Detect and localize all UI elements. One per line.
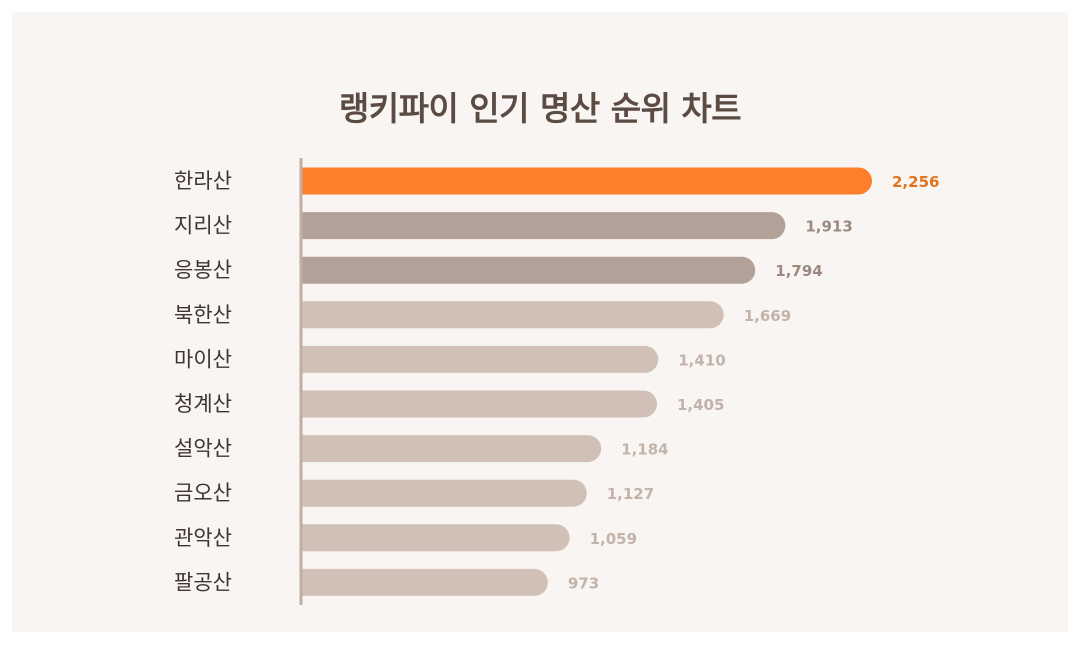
category-label: 설악산 <box>174 437 232 461</box>
value-label: 2,256 <box>892 173 939 191</box>
value-label: 1,127 <box>607 485 654 503</box>
bar-한라산 <box>302 167 872 195</box>
value-label: 1,059 <box>590 530 637 548</box>
chart-title: 랭키파이 인기 명산 순위 차트 <box>338 89 742 128</box>
category-label: 금오산 <box>174 481 232 505</box>
bar-북한산 <box>302 301 724 329</box>
bar-관악산 <box>302 524 570 552</box>
category-label: 마이산 <box>174 347 232 371</box>
value-label: 973 <box>568 574 599 592</box>
bar-지리산 <box>302 212 786 240</box>
value-label: 1,794 <box>775 262 822 280</box>
category-label: 팔공산 <box>174 570 232 594</box>
value-label: 1,410 <box>678 351 725 369</box>
value-label: 1,913 <box>805 218 852 236</box>
bar-마이산 <box>302 345 659 373</box>
category-label: 청계산 <box>174 392 232 416</box>
bar-설악산 <box>302 435 602 463</box>
value-label: 1,184 <box>621 441 668 459</box>
category-label: 지리산 <box>174 214 232 238</box>
value-label: 1,405 <box>677 396 724 414</box>
bar-금오산 <box>302 479 587 507</box>
category-label: 관악산 <box>174 526 232 550</box>
bar-청계산 <box>302 390 657 418</box>
category-label: 북한산 <box>174 303 232 327</box>
bar-응봉산 <box>302 256 756 284</box>
bar-팔공산 <box>302 568 548 596</box>
value-label: 1,669 <box>744 307 791 325</box>
category-label: 응봉산 <box>174 258 232 282</box>
category-label: 한라산 <box>174 169 232 193</box>
